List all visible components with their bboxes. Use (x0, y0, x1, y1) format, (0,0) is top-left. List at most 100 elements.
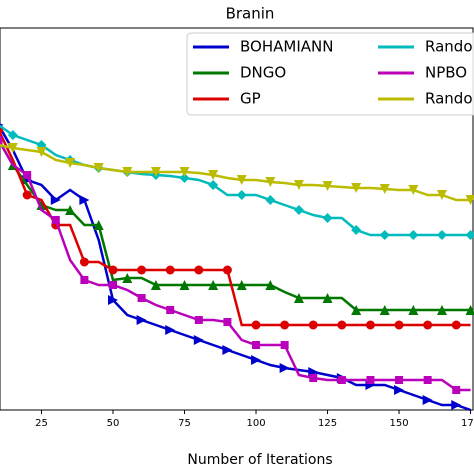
marker (322, 293, 333, 303)
legend-label: NPBO (425, 64, 467, 82)
marker (465, 305, 474, 315)
marker (308, 320, 318, 330)
marker (165, 325, 176, 335)
marker (222, 265, 232, 275)
marker (408, 230, 419, 240)
marker (108, 281, 117, 289)
marker (137, 265, 147, 275)
marker (193, 335, 204, 345)
marker (351, 305, 362, 315)
series (0, 139, 474, 315)
marker (79, 257, 89, 267)
series (0, 124, 474, 240)
marker (93, 163, 104, 173)
marker (280, 320, 290, 330)
legend-label: Rando (425, 38, 473, 56)
marker (452, 386, 461, 394)
marker (252, 341, 261, 349)
marker (107, 295, 118, 305)
marker (236, 280, 247, 290)
x-tick-label: 50 (107, 418, 120, 429)
plot-frame (0, 27, 474, 411)
marker (79, 195, 90, 205)
marker (122, 167, 133, 177)
marker (122, 273, 133, 283)
x-tick-label: 175 (461, 418, 474, 429)
marker (436, 230, 447, 240)
marker (222, 345, 233, 355)
marker (394, 385, 405, 395)
marker (179, 280, 190, 290)
line (0, 124, 471, 237)
chart-title: Branin (226, 5, 275, 23)
marker (337, 320, 347, 330)
line (0, 139, 471, 312)
marker (436, 190, 447, 200)
marker (236, 175, 247, 185)
marker (65, 158, 76, 168)
legend-label: Rando (425, 90, 473, 108)
x-tick-label: 150 (390, 418, 409, 429)
marker (423, 320, 433, 330)
line (0, 139, 471, 392)
marker (36, 200, 47, 210)
marker (337, 376, 346, 384)
series (0, 125, 471, 330)
x-tick-label: 100 (246, 418, 265, 429)
marker (165, 265, 175, 275)
marker (7, 143, 18, 153)
marker (0, 136, 3, 144)
marker (379, 230, 390, 240)
marker (366, 376, 375, 384)
marker (265, 195, 276, 205)
x-axis-label: Number of Iterations (187, 452, 332, 468)
marker (137, 294, 146, 302)
legend-label: GP (240, 90, 261, 108)
marker (395, 376, 404, 384)
marker (436, 305, 447, 315)
line (0, 130, 471, 327)
marker (93, 220, 104, 230)
marker (251, 355, 262, 365)
marker (36, 147, 47, 157)
marker (108, 265, 118, 275)
marker (150, 280, 161, 290)
x-tick-label: 25 (35, 418, 48, 429)
marker (223, 318, 232, 326)
marker (208, 280, 219, 290)
marker (194, 316, 203, 324)
marker (379, 184, 390, 194)
marker (51, 216, 60, 224)
marker (179, 167, 190, 177)
marker (208, 170, 219, 180)
marker (422, 395, 433, 405)
legend-box (186, 32, 474, 116)
marker (179, 173, 190, 183)
marker (408, 185, 419, 195)
marker (251, 320, 261, 330)
marker (309, 374, 318, 382)
marker (7, 130, 18, 140)
marker (166, 306, 175, 314)
marker (293, 205, 304, 215)
series (0, 143, 474, 205)
line (0, 124, 471, 412)
marker (351, 183, 362, 193)
legend-label: BOHAMIANN (240, 38, 333, 56)
marker (279, 363, 290, 373)
marker (265, 280, 276, 290)
marker (351, 225, 362, 235)
line (0, 144, 471, 202)
series (0, 136, 471, 394)
marker (408, 305, 419, 315)
marker (465, 230, 474, 240)
marker (65, 205, 76, 215)
marker (322, 213, 333, 223)
marker (379, 305, 390, 315)
marker (236, 190, 247, 200)
marker (451, 320, 461, 330)
marker (293, 293, 304, 303)
legend: BOHAMIANN DNGO GP Rando NPBO Rando (186, 32, 474, 116)
marker (136, 315, 147, 325)
